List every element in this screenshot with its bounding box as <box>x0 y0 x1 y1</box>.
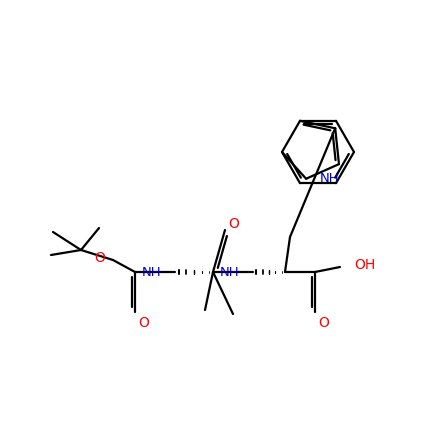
Text: NH: NH <box>219 267 239 280</box>
Text: O: O <box>228 217 239 231</box>
Text: NH: NH <box>141 266 161 279</box>
Text: O: O <box>138 316 149 330</box>
Text: O: O <box>318 316 329 330</box>
Text: O: O <box>94 251 105 265</box>
Text: OH: OH <box>354 258 375 272</box>
Text: NH: NH <box>320 172 340 185</box>
